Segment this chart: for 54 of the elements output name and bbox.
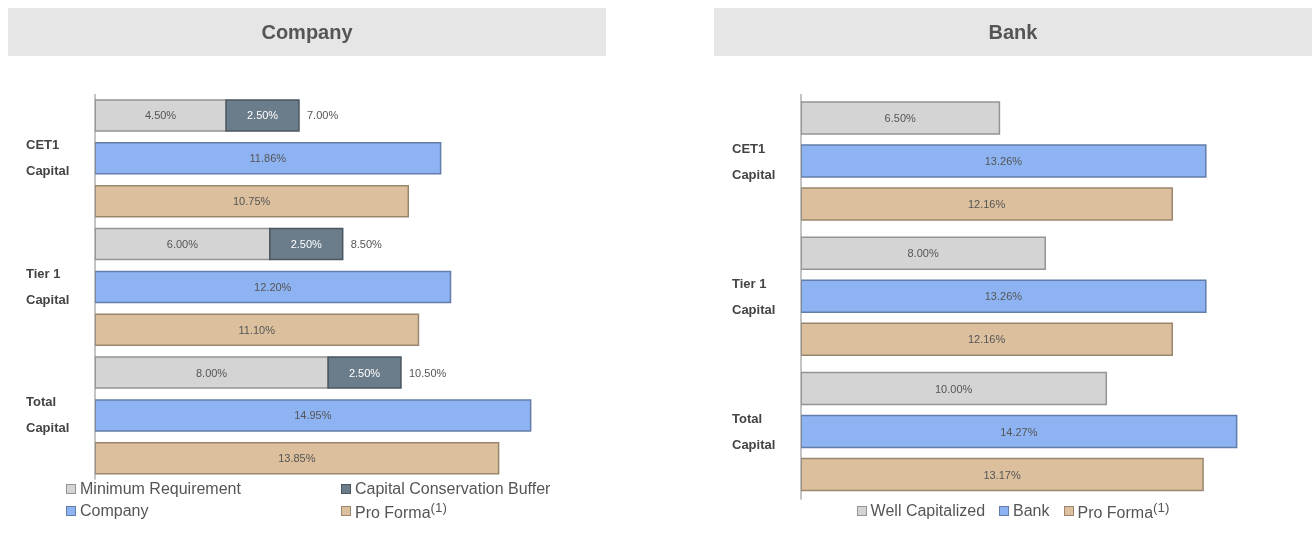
data-label: 10.00% — [934, 382, 973, 395]
bar — [801, 187, 1173, 221]
bar — [269, 227, 344, 261]
legend-label: Pro Forma$^{(1)}$ — [355, 499, 447, 522]
data-label: 12.16% — [967, 333, 1006, 346]
chart-title: Company — [8, 8, 606, 56]
y-tick-label: CET1 Capital — [732, 140, 776, 182]
chart-title: Bank — [714, 8, 1312, 56]
legend-label: Well Capitalized — [870, 501, 986, 520]
data-label: 2.50% — [246, 109, 279, 122]
bar — [801, 322, 1173, 357]
bar — [801, 144, 1207, 178]
total-label: 8.50% — [350, 238, 383, 251]
bar — [95, 142, 442, 175]
legend-label: Bank — [1013, 501, 1050, 520]
total-label: 10.50% — [408, 366, 447, 379]
data-label: 12.16% — [967, 198, 1006, 211]
data-label: 6.50% — [884, 112, 917, 125]
data-label: 2.50% — [348, 366, 381, 379]
data-label: 13.26% — [984, 155, 1023, 168]
y-tick-label: CET1 Capital — [26, 137, 70, 179]
data-label: 11.86% — [249, 152, 287, 165]
bar — [95, 184, 410, 218]
bar — [225, 99, 300, 132]
legend-label: Minimum Requirement — [80, 479, 241, 498]
y-tick-label: Tier 1 Capital — [732, 275, 776, 317]
data-label: 13.85% — [278, 452, 316, 465]
data-label: 12.20% — [254, 280, 292, 293]
data-label: 8.00% — [907, 247, 939, 260]
bar — [327, 356, 402, 389]
data-label: 8.00% — [195, 366, 228, 379]
bar — [95, 270, 452, 304]
bar — [95, 442, 500, 475]
data-label: 2.50% — [290, 238, 323, 251]
data-label: 14.95% — [294, 409, 332, 422]
y-tick-label: Total Capital — [732, 411, 776, 453]
bar — [95, 399, 532, 432]
bar — [801, 279, 1207, 314]
data-label: 10.75% — [232, 195, 271, 208]
bar — [95, 313, 420, 347]
bar — [801, 457, 1204, 492]
y-tick-label: Tier 1 Capital — [26, 265, 70, 307]
data-label: 6.00% — [166, 238, 199, 251]
total-label: 7.00% — [306, 109, 339, 122]
data-label: 13.26% — [984, 290, 1023, 303]
data-label: 4.50% — [144, 109, 177, 122]
legend-label: Company — [80, 501, 149, 520]
data-label: 13.17% — [983, 468, 1021, 481]
bar — [801, 414, 1238, 449]
legend-label: Capital Conservation Buffer — [355, 479, 551, 498]
data-label: 14.27% — [1000, 425, 1038, 438]
legend-label: Pro Forma$^{(1)}$ — [1077, 499, 1170, 522]
y-tick-label: Total Capital — [26, 394, 70, 436]
data-label: 11.10% — [238, 323, 276, 336]
